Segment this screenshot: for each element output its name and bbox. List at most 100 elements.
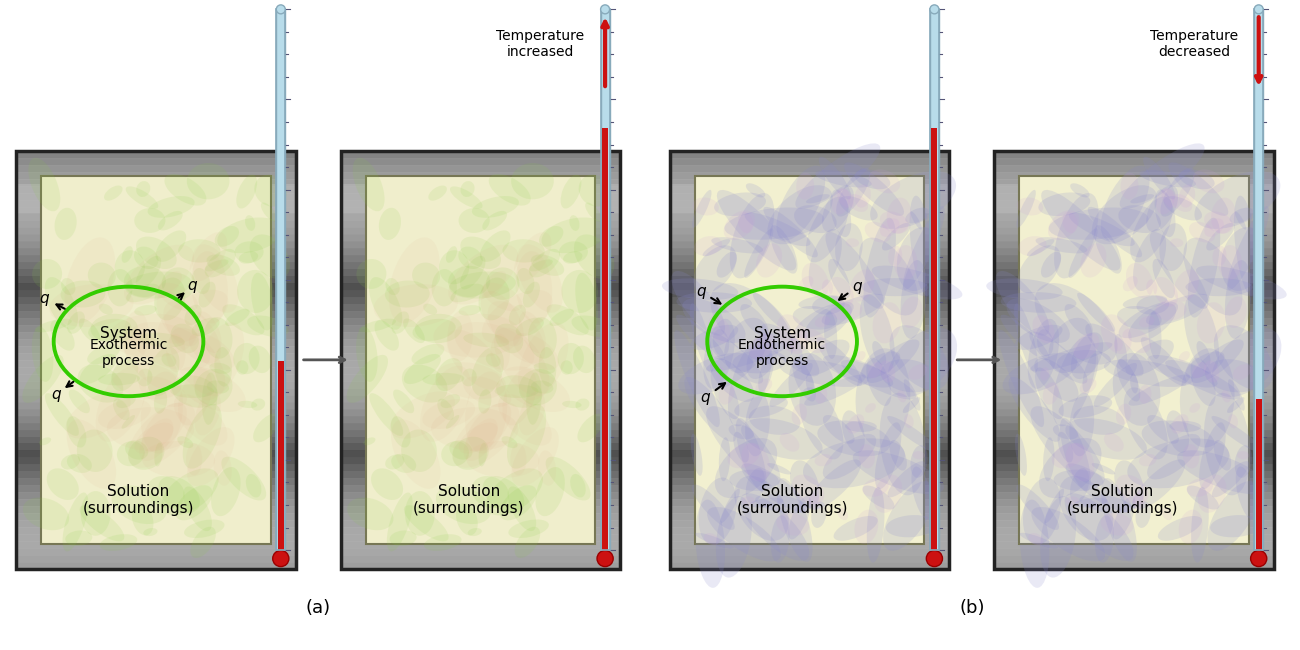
Ellipse shape: [55, 208, 77, 240]
Ellipse shape: [1190, 222, 1216, 242]
Ellipse shape: [164, 301, 221, 363]
Ellipse shape: [1066, 443, 1095, 482]
Ellipse shape: [214, 347, 231, 387]
Ellipse shape: [715, 438, 777, 498]
Ellipse shape: [482, 290, 552, 344]
Bar: [994, 255, 1274, 263]
Bar: [341, 353, 620, 361]
Ellipse shape: [910, 445, 928, 478]
Ellipse shape: [828, 259, 850, 298]
Ellipse shape: [494, 384, 538, 398]
Text: Exothermic
process: Exothermic process: [90, 338, 168, 369]
Ellipse shape: [127, 402, 195, 468]
Ellipse shape: [1143, 157, 1175, 200]
Ellipse shape: [66, 454, 92, 473]
Bar: [17, 151, 296, 569]
Bar: [17, 164, 296, 173]
Bar: [17, 388, 296, 396]
Ellipse shape: [1169, 162, 1228, 216]
Ellipse shape: [347, 497, 394, 530]
Bar: [17, 430, 296, 437]
Ellipse shape: [69, 389, 90, 413]
Ellipse shape: [1204, 361, 1219, 383]
Bar: [341, 402, 620, 410]
Ellipse shape: [1153, 259, 1175, 298]
Ellipse shape: [788, 496, 811, 540]
Ellipse shape: [112, 358, 138, 391]
Bar: [17, 415, 296, 424]
Ellipse shape: [452, 437, 489, 470]
Ellipse shape: [562, 401, 581, 408]
Ellipse shape: [448, 244, 519, 305]
Bar: [341, 486, 620, 493]
Ellipse shape: [538, 347, 556, 387]
Ellipse shape: [499, 485, 537, 521]
Ellipse shape: [459, 208, 490, 233]
Ellipse shape: [1092, 463, 1115, 474]
Ellipse shape: [139, 418, 174, 461]
Bar: [341, 339, 620, 347]
Ellipse shape: [792, 359, 816, 402]
Bar: [670, 415, 949, 424]
Ellipse shape: [519, 311, 546, 353]
Ellipse shape: [178, 239, 221, 263]
Bar: [994, 486, 1274, 493]
Bar: [930, 9, 939, 550]
Ellipse shape: [987, 278, 1062, 300]
Ellipse shape: [757, 243, 783, 278]
Ellipse shape: [800, 387, 844, 460]
Ellipse shape: [776, 478, 812, 562]
Ellipse shape: [153, 389, 168, 413]
Ellipse shape: [157, 290, 229, 344]
Ellipse shape: [352, 158, 385, 211]
Ellipse shape: [385, 278, 399, 295]
Ellipse shape: [720, 489, 740, 523]
Ellipse shape: [61, 454, 81, 469]
Ellipse shape: [1048, 211, 1079, 240]
Ellipse shape: [207, 254, 240, 276]
Bar: [17, 184, 296, 213]
Ellipse shape: [1036, 237, 1087, 254]
Ellipse shape: [391, 311, 410, 334]
Bar: [17, 395, 296, 402]
Bar: [994, 311, 1274, 319]
Bar: [670, 514, 949, 521]
Ellipse shape: [576, 398, 589, 411]
Ellipse shape: [716, 190, 796, 270]
Ellipse shape: [864, 403, 876, 413]
Ellipse shape: [1212, 328, 1282, 397]
Ellipse shape: [188, 333, 234, 370]
Ellipse shape: [1225, 296, 1247, 328]
Ellipse shape: [1069, 228, 1097, 278]
Ellipse shape: [369, 393, 403, 436]
Ellipse shape: [1183, 444, 1200, 469]
Ellipse shape: [441, 394, 460, 408]
Ellipse shape: [746, 468, 764, 503]
Ellipse shape: [706, 406, 780, 486]
Ellipse shape: [1149, 232, 1208, 309]
Text: q: q: [39, 291, 49, 306]
Ellipse shape: [806, 373, 814, 393]
Ellipse shape: [190, 232, 227, 281]
Ellipse shape: [1035, 367, 1063, 419]
Ellipse shape: [1030, 342, 1113, 371]
Bar: [670, 402, 949, 410]
Ellipse shape: [1101, 478, 1138, 562]
Ellipse shape: [710, 283, 793, 365]
Ellipse shape: [489, 174, 530, 205]
Ellipse shape: [880, 361, 896, 383]
Ellipse shape: [728, 424, 754, 439]
Bar: [17, 325, 296, 333]
Bar: [670, 548, 949, 556]
Ellipse shape: [1234, 196, 1258, 296]
Bar: [670, 499, 949, 507]
Bar: [670, 151, 949, 159]
Ellipse shape: [1062, 212, 1078, 233]
Bar: [994, 534, 1274, 542]
Ellipse shape: [1121, 173, 1139, 200]
Ellipse shape: [136, 237, 177, 269]
Ellipse shape: [682, 298, 746, 343]
Ellipse shape: [482, 283, 523, 311]
Ellipse shape: [740, 304, 768, 336]
Ellipse shape: [696, 500, 725, 588]
